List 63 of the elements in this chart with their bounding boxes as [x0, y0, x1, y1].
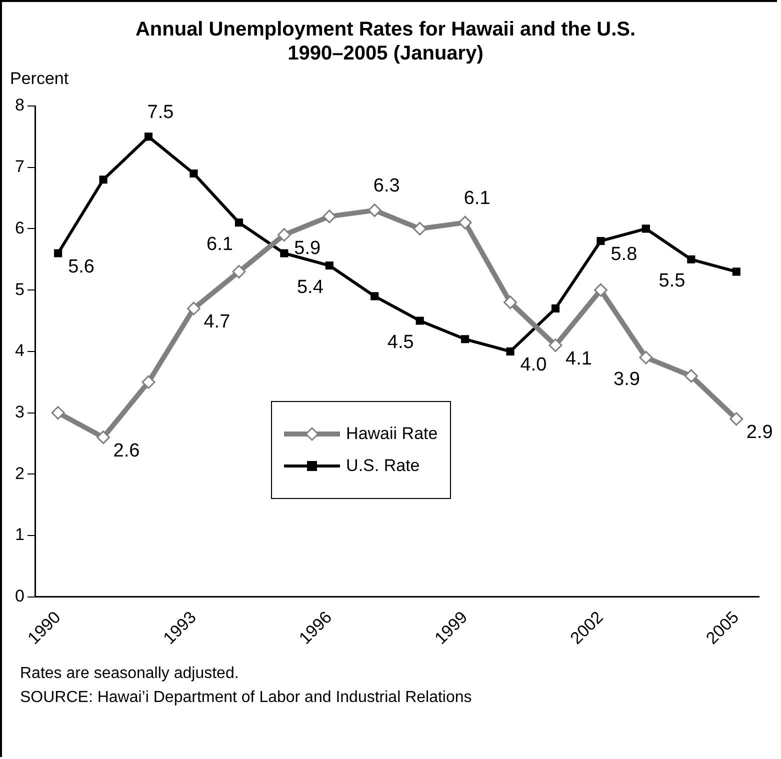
point	[186, 302, 200, 316]
y-tick-label: 1	[14, 525, 24, 544]
data-label: 5.6	[68, 256, 94, 278]
data-label: 4.0	[520, 354, 547, 376]
point	[730, 412, 744, 426]
point	[190, 169, 198, 178]
point	[551, 304, 560, 313]
point	[506, 347, 514, 356]
point	[416, 316, 424, 325]
y-tick-label: 6	[14, 218, 24, 238]
point	[458, 216, 472, 230]
data-label: 7.5	[147, 102, 174, 123]
data-label: 2.6	[113, 440, 140, 462]
point	[142, 375, 156, 389]
y-tick-label: 2	[14, 464, 24, 483]
data-label: 5.5	[658, 270, 686, 292]
point	[54, 249, 62, 258]
point	[413, 222, 427, 236]
point	[642, 224, 650, 233]
point	[325, 261, 334, 270]
data-label: 5.4	[296, 276, 324, 298]
chart-title: Annual Unemployment Rates for Hawaii and the U.S. 1990–2005 (January)	[135, 18, 636, 65]
data-label: 4.1	[566, 348, 592, 370]
point	[732, 268, 740, 276]
legend-label: U.S. Rate	[346, 456, 420, 476]
point	[277, 228, 291, 242]
point	[232, 264, 246, 278]
data-label: 5.8	[610, 244, 638, 266]
y-tick-label: 8	[14, 96, 24, 115]
data-label: 2.9	[746, 422, 773, 444]
point	[368, 204, 382, 218]
data-label: 6.1	[206, 234, 233, 255]
point	[594, 283, 608, 297]
point	[596, 236, 605, 246]
text: Rates are seasonally adjusted.	[20, 664, 240, 684]
y-tick-label: 0	[14, 586, 24, 606]
y-tick-label: 5	[14, 280, 24, 299]
data-label: 4.7	[204, 312, 230, 333]
point	[548, 338, 562, 352]
y-axis-title: Percent	[10, 69, 69, 88]
point	[687, 255, 696, 264]
y-tick-label: 3	[14, 402, 24, 422]
data-label: 6.1	[464, 188, 490, 209]
y-tick-label: 7	[14, 157, 24, 176]
point	[639, 350, 653, 364]
point	[99, 176, 108, 184]
y-tick-label: 4	[14, 341, 24, 360]
point	[461, 335, 470, 344]
point	[51, 406, 65, 420]
point	[280, 249, 288, 258]
point	[234, 218, 243, 227]
data-label: 6.3	[373, 176, 400, 197]
data-label: 4.5	[387, 332, 414, 353]
point	[322, 210, 336, 224]
data-label: 3.9	[614, 368, 640, 390]
source-note: SOURCE: Hawai’i Department of Labor and Industrial Relations	[20, 688, 472, 708]
point	[144, 132, 153, 141]
point	[96, 430, 110, 444]
point	[684, 369, 698, 383]
data-label: 5.9	[294, 238, 321, 260]
point	[370, 292, 379, 300]
legend-label: Hawaii Rate	[346, 424, 438, 444]
point	[504, 296, 518, 310]
